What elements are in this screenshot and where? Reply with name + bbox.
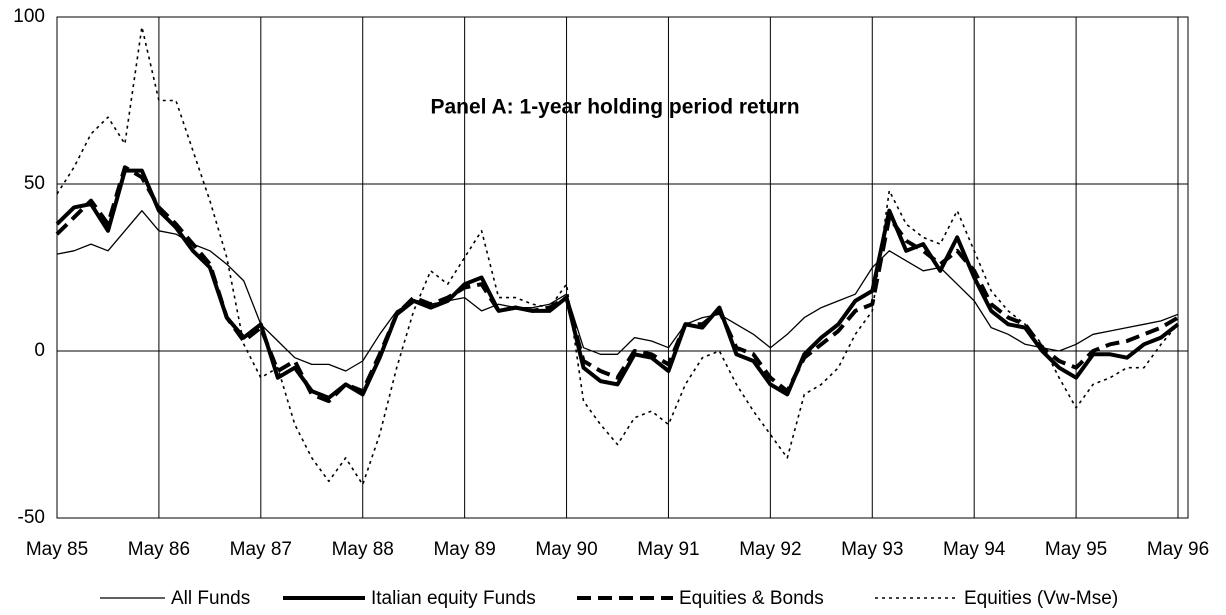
x-tick-label: May 88	[332, 539, 394, 560]
x-tick-label: May 94	[943, 539, 1006, 560]
y-tick-label: 50	[24, 173, 45, 194]
y-tick-label: 0	[34, 340, 45, 361]
legend-label: All Funds	[171, 588, 250, 609]
series-line	[55, 168, 1180, 400]
x-tick-label: May 95	[1045, 539, 1107, 560]
legend-label: Italian equity Funds	[371, 588, 536, 609]
x-tick-label: May 91	[637, 539, 699, 560]
series-line	[55, 165, 1180, 404]
x-tick-label: May 92	[739, 539, 801, 560]
plot-frame	[56, 16, 1189, 519]
legend-label: Equities (Vw-Mse)	[964, 588, 1118, 609]
y-tick-label: -50	[18, 507, 45, 528]
x-tick-label: May 93	[841, 539, 903, 560]
series-line	[56, 210, 1179, 372]
x-tick-label: May 89	[433, 539, 495, 560]
series-line	[56, 26, 1179, 486]
x-tick-label: May 87	[230, 539, 292, 560]
x-tick-label: May 96	[1147, 539, 1209, 560]
x-tick-label: May 86	[128, 539, 190, 560]
legend-label: Equities & Bonds	[679, 588, 824, 609]
y-tick-label: 100	[13, 6, 45, 27]
chart-title: Panel A: 1-year holding period return	[430, 96, 799, 119]
x-tick-label: May 85	[26, 539, 88, 560]
x-tick-label: May 90	[535, 539, 597, 560]
